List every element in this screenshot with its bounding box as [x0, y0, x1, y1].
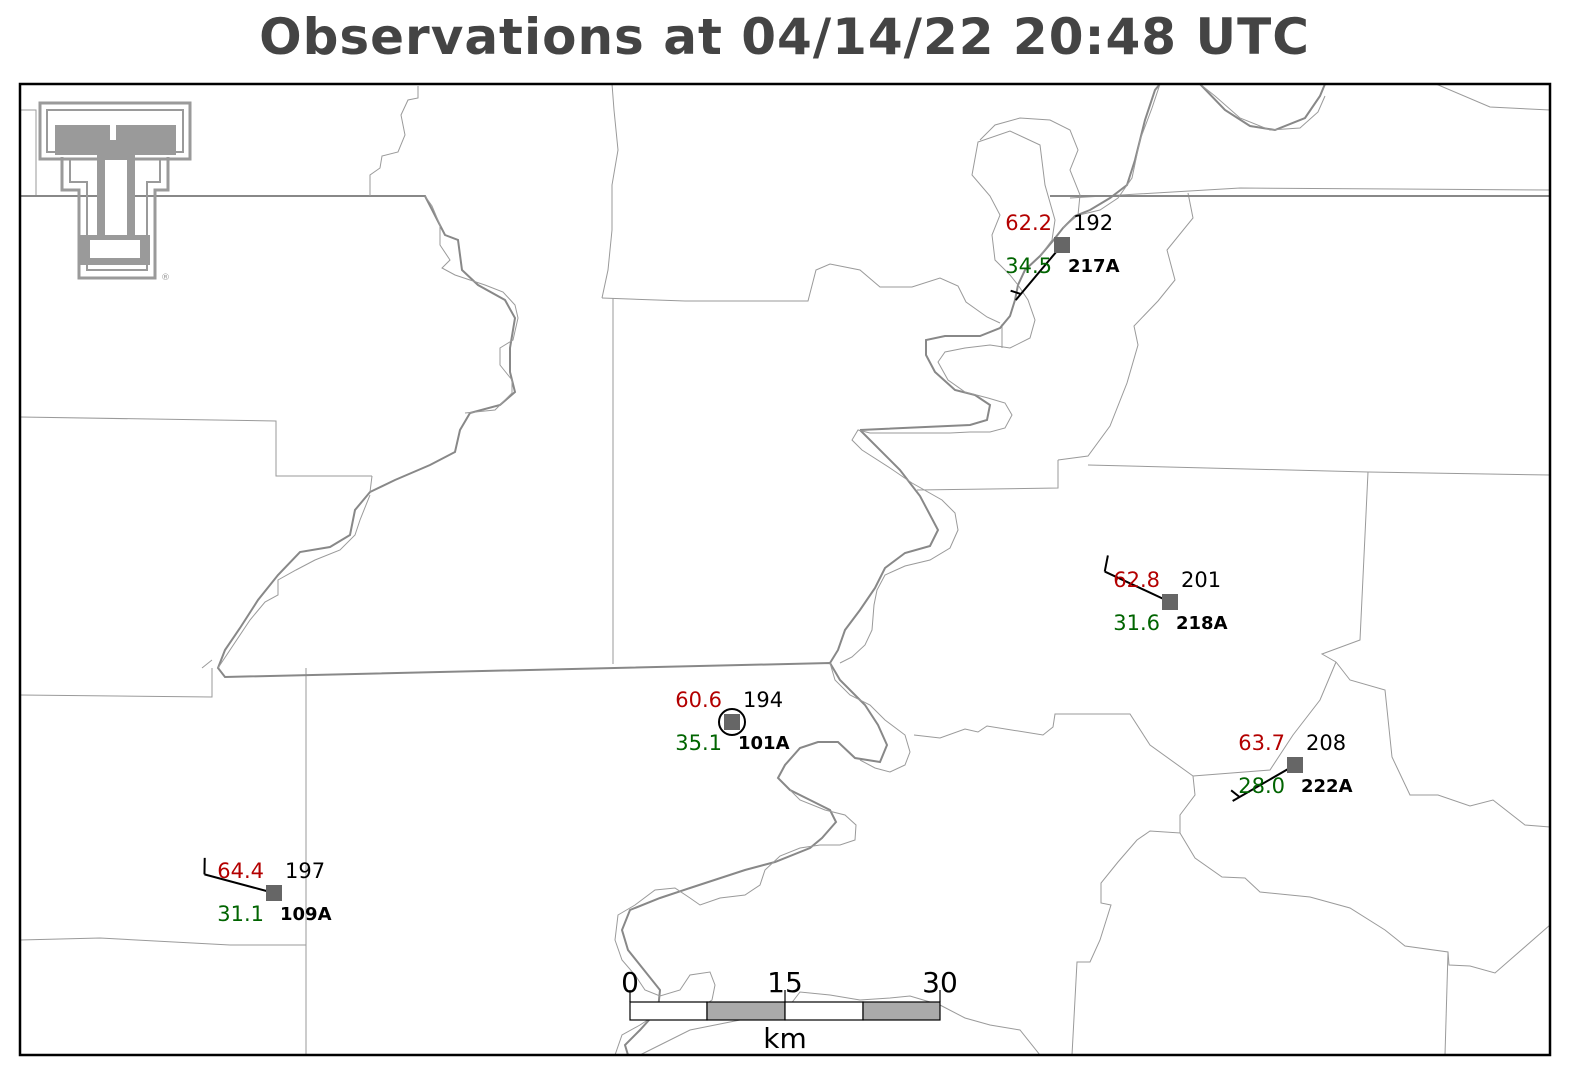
texas-tech-logo-icon: ®	[38, 101, 192, 283]
station-id-label: 222A	[1301, 776, 1353, 797]
scale-segment	[629, 1001, 708, 1021]
pressure-label: 208	[1306, 731, 1346, 755]
temperature-label: 64.4	[217, 859, 264, 883]
station-id-label: 101A	[738, 733, 790, 754]
county-boundaries	[20, 84, 1550, 1055]
station-marker	[266, 885, 282, 901]
wind-barb-staff	[1014, 244, 1063, 301]
station-marker	[1162, 594, 1178, 610]
scale-segment	[784, 1001, 864, 1021]
pressure-label: 192	[1073, 211, 1113, 235]
dewpoint-label: 28.0	[1238, 774, 1285, 798]
wind-barb-staff	[1104, 570, 1171, 603]
pressure-label: 194	[743, 688, 783, 712]
temperature-label: 63.7	[1238, 731, 1285, 755]
station-id-label: 217A	[1068, 256, 1120, 277]
wind-barb-flag	[1010, 289, 1022, 295]
river-outline	[201, 84, 1326, 1055]
wind-barb-flag	[1103, 555, 1109, 572]
station-marker	[1054, 237, 1070, 253]
scale-tick-30: 30	[922, 966, 958, 999]
station-marker	[1287, 757, 1303, 773]
scale-bar: 0 15 30 km	[621, 966, 958, 1055]
scale-tick-0: 0	[621, 966, 639, 999]
calm-wind-circle	[718, 708, 746, 736]
map-frame	[18, 82, 1552, 1057]
svg-text:®: ®	[161, 273, 170, 283]
pressure-label: 197	[285, 859, 325, 883]
map-geography	[20, 84, 1550, 1055]
station-109a[interactable]: 64.4 197 31.1 109A	[203, 857, 332, 926]
temperature-label: 62.8	[1113, 568, 1160, 592]
station-id-label: 218A	[1176, 613, 1228, 634]
dewpoint-label: 31.1	[217, 902, 264, 926]
scale-tick-15: 15	[767, 966, 803, 999]
map-title: Observations at 04/14/22 20:48 UTC	[259, 8, 1310, 66]
county-lines-north	[369, 84, 619, 299]
dewpoint-label: 34.5	[1005, 254, 1052, 278]
station-plots: 62.2 192 34.5 217A 62.8 201 31.6 218A 60.6 194 35.…	[203, 211, 1353, 926]
dewpoint-label: 35.1	[675, 731, 722, 755]
temperature-label: 60.6	[675, 688, 722, 712]
scale-segment	[862, 1001, 941, 1021]
dewpoint-label: 31.6	[1113, 611, 1160, 635]
station-217a[interactable]: 62.2 192 34.5 217A	[1005, 211, 1120, 301]
station-222a[interactable]: 63.7 208 28.0 222A	[1230, 731, 1353, 802]
wind-barb-staff	[204, 873, 275, 894]
scale-unit: km	[763, 1022, 807, 1055]
temperature-label: 62.2	[1005, 211, 1052, 235]
station-marker	[724, 714, 740, 730]
station-218a[interactable]: 62.8 201 31.6 218A	[1103, 555, 1228, 635]
wind-barb-flag	[1230, 789, 1241, 798]
scale-segment	[706, 1001, 786, 1021]
station-101a[interactable]: 60.6 194 35.1 101A	[675, 688, 789, 755]
pressure-label: 201	[1181, 568, 1221, 592]
wind-barb-staff	[1232, 764, 1296, 802]
station-id-label: 109A	[280, 904, 332, 925]
